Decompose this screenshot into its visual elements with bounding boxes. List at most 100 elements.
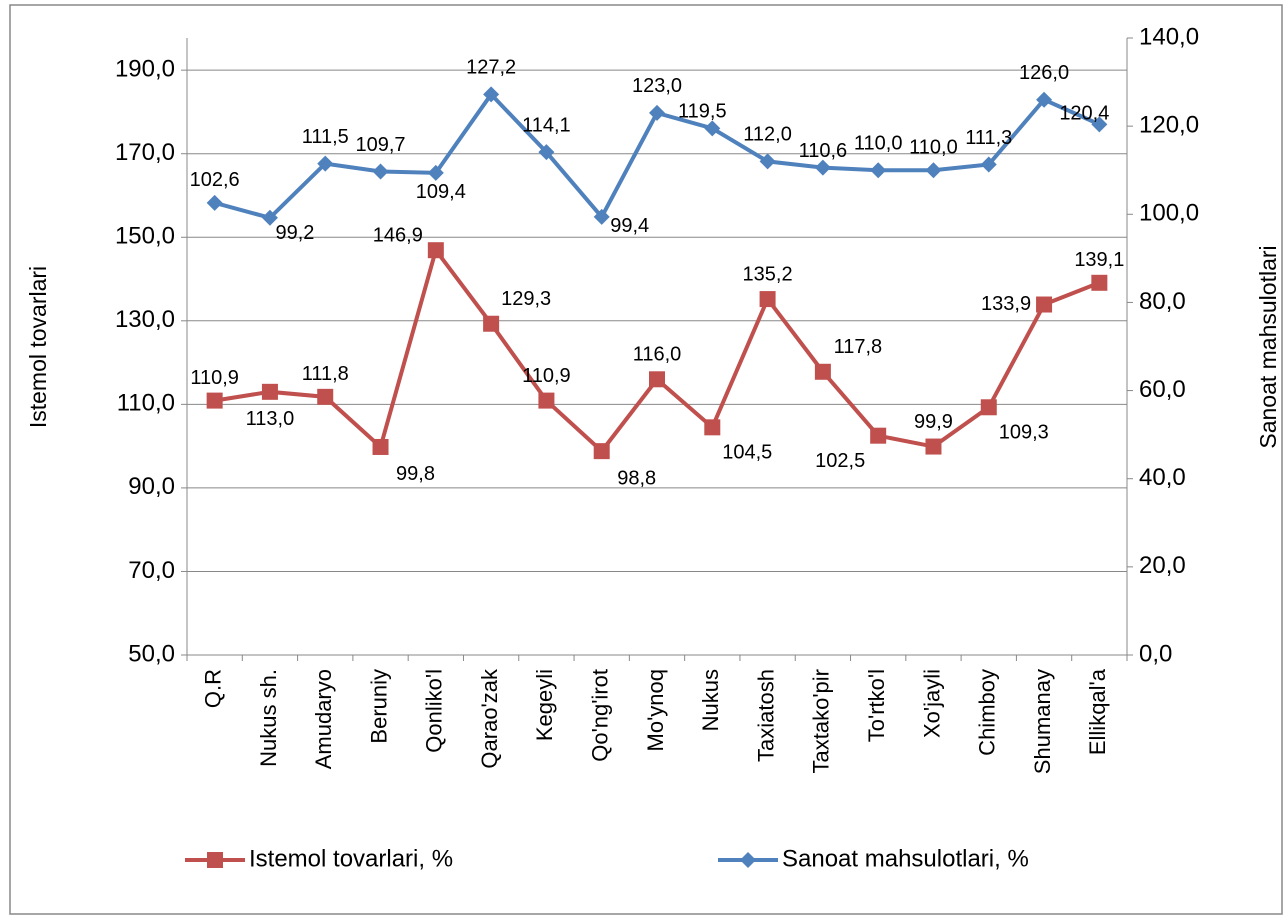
marker — [1091, 116, 1108, 133]
value-label: 98,8 — [617, 467, 656, 489]
legend-label: Istemol tovarlari, % — [249, 845, 453, 872]
y-axis-title: Istemol tovarlari — [25, 266, 51, 428]
value-label: 102,5 — [815, 450, 865, 472]
value-label: 102,6 — [190, 169, 240, 191]
y-tick-label: 170,0 — [115, 139, 175, 166]
value-label: 111,3 — [965, 127, 1012, 149]
value-label: 111,5 — [302, 126, 349, 148]
value-label: 123,0 — [632, 75, 682, 97]
value-label: 111,8 — [302, 363, 349, 385]
y2-axis-title: Sanoat mahsulotlari — [1255, 245, 1281, 448]
value-label: 99,9 — [914, 411, 953, 433]
marker — [759, 291, 776, 308]
y-tick-label: 190,0 — [115, 56, 175, 83]
marker — [980, 156, 997, 173]
marker — [372, 438, 389, 455]
marker — [538, 392, 555, 409]
x-tick-label: Q.R — [200, 669, 225, 708]
x-tick-label: Mo'ynoq — [643, 669, 668, 751]
marker — [317, 155, 334, 172]
value-label: 129,3 — [501, 288, 551, 310]
legend-marker — [207, 852, 223, 868]
value-label: 135,2 — [743, 263, 793, 285]
x-tick-label: Chimboy — [975, 669, 1000, 756]
marker — [649, 371, 665, 388]
value-label: 110,6 — [799, 140, 848, 162]
value-label: 110,0 — [854, 132, 903, 154]
y-tick-label: 90,0 — [128, 473, 175, 500]
marker — [538, 144, 555, 161]
value-label: 146,9 — [373, 224, 423, 246]
marker — [980, 399, 997, 416]
value-label: 112,0 — [743, 124, 792, 146]
marker — [649, 104, 665, 121]
y-tick-label: 150,0 — [115, 223, 175, 250]
y2-tick-label: 0,0 — [1139, 640, 1172, 667]
value-label: 99,8 — [396, 463, 435, 485]
value-label: 139,1 — [1074, 249, 1124, 271]
marker — [483, 86, 500, 103]
marker — [483, 315, 500, 332]
x-tick-label: Beruniy — [366, 669, 391, 744]
marker — [1091, 274, 1108, 291]
marker — [814, 159, 831, 176]
x-tick-label: Nukus — [698, 669, 723, 731]
y-tick-label: 70,0 — [128, 557, 175, 584]
value-label: 120,4 — [1059, 103, 1109, 125]
value-label: 110,9 — [522, 365, 571, 387]
y2-tick-label: 80,0 — [1139, 288, 1186, 315]
marker — [925, 162, 942, 179]
marker — [1036, 296, 1053, 313]
marker — [427, 242, 444, 259]
marker — [427, 164, 444, 181]
y2-tick-label: 140,0 — [1139, 23, 1199, 50]
value-label: 109,4 — [416, 181, 466, 203]
x-tick-label: Xo'jayli — [919, 669, 944, 738]
marker — [925, 438, 942, 455]
value-label: 110,9 — [190, 367, 239, 389]
x-tick-label: To'rtko'l — [864, 669, 889, 742]
value-label: 104,5 — [722, 442, 772, 464]
value-label: 133,9 — [981, 293, 1031, 315]
value-label: 99,4 — [610, 215, 649, 237]
marker — [261, 383, 278, 400]
y-tick-label: 130,0 — [115, 306, 175, 333]
x-tick-label: Ellikqal'a — [1085, 668, 1110, 755]
value-label: 126,0 — [1019, 62, 1069, 84]
marker — [704, 419, 721, 436]
marker — [206, 194, 223, 211]
marker — [759, 153, 776, 170]
marker — [372, 163, 389, 180]
legend-label: Sanoat mahsulotlari, % — [782, 845, 1029, 872]
value-label: 114,1 — [522, 114, 571, 136]
y2-tick-label: 20,0 — [1139, 552, 1186, 579]
value-label: 116,0 — [633, 344, 682, 366]
legend-marker — [740, 852, 756, 868]
y2-tick-label: 100,0 — [1139, 200, 1199, 227]
marker — [593, 208, 610, 225]
value-label: 119,5 — [678, 101, 727, 123]
marker — [870, 427, 887, 444]
value-label: 109,3 — [999, 422, 1049, 444]
marker — [206, 392, 223, 409]
x-tick-label: Taxiatosh — [753, 669, 778, 762]
marker — [317, 388, 334, 405]
y-tick-label: 110,0 — [117, 390, 175, 417]
marker — [1036, 91, 1053, 108]
x-tick-label: Kegeyli — [532, 669, 557, 741]
x-tick-label: Shumanay — [1030, 669, 1055, 774]
x-tick-label: Nukus sh. — [256, 669, 281, 767]
value-label: 99,2 — [275, 222, 314, 244]
marker — [261, 209, 278, 226]
x-tick-label: Qo'ng'irot — [588, 669, 613, 762]
value-label: 110,0 — [909, 136, 958, 158]
x-tick-label: Amudaryo — [311, 669, 336, 769]
marker — [870, 162, 887, 179]
marker — [814, 363, 831, 380]
marker — [704, 120, 721, 137]
value-label: 113,0 — [246, 408, 295, 430]
y-tick-label: 50,0 — [128, 640, 175, 667]
x-tick-label: Qarao'zak — [477, 668, 502, 769]
value-label: 117,8 — [834, 336, 883, 358]
y2-tick-label: 120,0 — [1139, 111, 1199, 138]
